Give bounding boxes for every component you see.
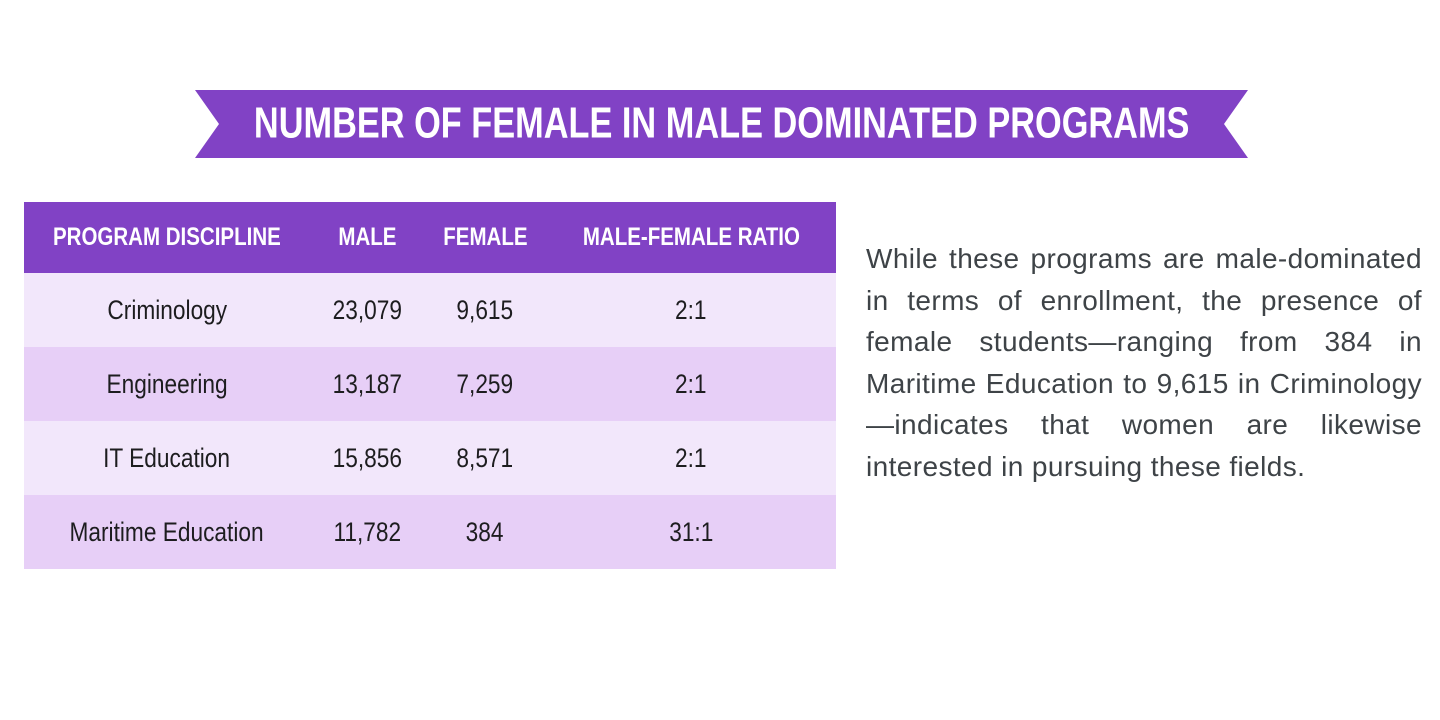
table-row-maritime-education: Maritime Education 11,782 384 31:1 (24, 495, 836, 569)
cell-value: 2:1 (675, 442, 707, 473)
cell-value: Criminology (107, 294, 227, 325)
cell-value: 15,856 (332, 442, 402, 473)
commentary-block: While these programs are male-dominated … (866, 238, 1422, 487)
col-header-label: MALE-FEMALE RATIO (582, 223, 800, 251)
cell-value: 8,571 (456, 442, 514, 473)
cell-ratio: 2:1 (546, 421, 836, 495)
col-header-label: FEMALE (442, 223, 528, 251)
cell-female: 9,615 (424, 273, 546, 347)
col-header-male: MALE (310, 202, 424, 273)
cell-female: 7,259 (424, 347, 546, 421)
cell-ratio: 2:1 (546, 273, 836, 347)
cell-male: 23,079 (310, 273, 424, 347)
cell-female: 8,571 (424, 421, 546, 495)
programs-table: PROGRAM DISCIPLINE MALE FEMALE MALE-FEMA… (24, 202, 836, 569)
cell-ratio: 31:1 (546, 495, 836, 569)
table-row-engineering: Engineering 13,187 7,259 2:1 (24, 347, 836, 421)
cell-male: 11,782 (310, 495, 424, 569)
cell-female: 384 (424, 495, 546, 569)
cell-value: 384 (466, 516, 504, 547)
col-header-male-female-ratio: MALE-FEMALE RATIO (546, 202, 836, 273)
cell-value: 7,259 (456, 368, 514, 399)
cell-value: 11,782 (333, 516, 401, 547)
cell-value: Maritime Education (69, 516, 265, 547)
table-row-criminology: Criminology 23,079 9,615 2:1 (24, 273, 836, 347)
title-ribbon: NUMBER OF FEMALE IN MALE DOMINATED PROGR… (195, 90, 1248, 158)
cell-discipline: IT Education (24, 421, 310, 495)
cell-value: IT Education (103, 442, 231, 473)
col-header-program-discipline: PROGRAM DISCIPLINE (24, 202, 310, 273)
col-header-female: FEMALE (424, 202, 546, 273)
cell-value: 23,079 (332, 294, 402, 325)
commentary-text: While these programs are male-dominated … (866, 243, 1422, 482)
col-header-label: MALE (337, 223, 397, 251)
cell-value: 2:1 (675, 368, 707, 399)
cell-value: Engineering (106, 368, 228, 399)
cell-discipline: Maritime Education (24, 495, 310, 569)
cell-discipline: Criminology (24, 273, 310, 347)
cell-value: 31:1 (668, 516, 714, 547)
table-row-it-education: IT Education 15,856 8,571 2:1 (24, 421, 836, 495)
cell-value: 13,187 (332, 368, 402, 399)
cell-male: 15,856 (310, 421, 424, 495)
cell-value: 2:1 (675, 294, 707, 325)
cell-ratio: 2:1 (546, 347, 836, 421)
programs-table-container: PROGRAM DISCIPLINE MALE FEMALE MALE-FEMA… (24, 202, 836, 569)
cell-value: 9,615 (456, 294, 514, 325)
col-header-label: PROGRAM DISCIPLINE (53, 223, 281, 251)
page-title: NUMBER OF FEMALE IN MALE DOMINATED PROGR… (253, 99, 1190, 148)
table-header-row: PROGRAM DISCIPLINE MALE FEMALE MALE-FEMA… (24, 202, 836, 273)
cell-discipline: Engineering (24, 347, 310, 421)
cell-male: 13,187 (310, 347, 424, 421)
